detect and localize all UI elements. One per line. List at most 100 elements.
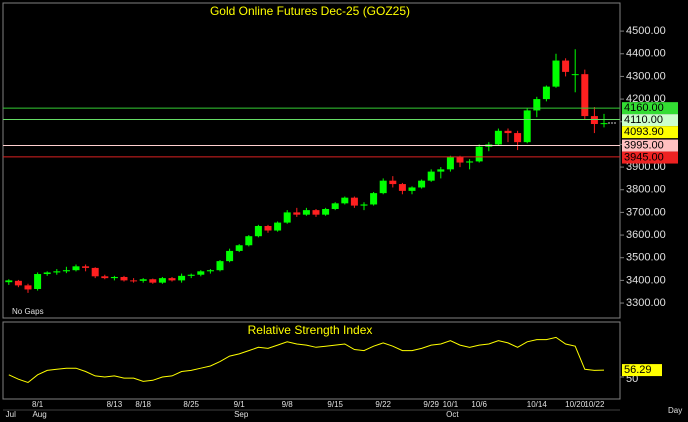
level-label: 4093.90 [624,126,664,138]
candle-body [264,225,272,231]
candle-body [533,99,541,111]
candle-body [158,278,166,283]
level-label-box [622,126,678,139]
candle-body [235,245,243,251]
candle-body [130,280,138,282]
x-month-label: Oct [446,410,459,419]
y-tick-label: 3400.00 [626,274,666,286]
candle-body [120,276,128,281]
chart-title: Gold Online Futures Dec-25 (GOZ25) [210,4,410,18]
candle-body [110,276,118,279]
level-label: 3945.00 [624,151,664,163]
level-label-box [622,102,678,115]
rsi-line [8,336,605,384]
candle-body [226,250,234,262]
candle-body [523,110,531,143]
candle-body [504,130,512,134]
y-tick-label: 3300.00 [626,297,666,309]
level-label-box [622,151,678,164]
candle-body [14,280,22,286]
x-tick-label: 9/15 [327,400,343,409]
candle-body [245,236,253,246]
candle-body [331,203,339,209]
candle-body [571,74,579,76]
candle-body [542,86,550,100]
candle-body [494,130,502,145]
x-tick-label: 8/1 [32,400,44,409]
candle-body [187,274,195,276]
y-tick-label: 3600.00 [626,229,666,241]
candle-body [24,285,32,290]
candle-body [600,123,608,125]
candle-body [379,180,387,194]
candle-body [178,275,186,281]
level-label-box [622,114,678,127]
candle-body [53,271,61,273]
candle-body [360,204,368,206]
x-month-label: Jul [6,410,16,419]
level-label: 4110.00 [624,114,663,126]
candle-body [197,271,205,275]
candle-body [456,156,464,163]
candle-body [206,270,214,272]
level-label: 3995.00 [624,139,664,151]
gaps-note: No Gaps [12,307,44,316]
y-tick-label: 3900.00 [626,161,666,173]
candle-body [389,180,397,185]
y-tick-label: 3500.00 [626,252,666,264]
x-month-label: Sep [234,410,249,419]
candle-body [293,212,301,215]
candle-body [350,197,358,206]
candle-body [590,116,598,125]
x-tick-label: 8/18 [135,400,151,409]
price-panel [2,2,621,319]
candle-body [312,210,320,215]
level-label: 4160.00 [624,102,664,114]
candle-body [302,210,310,215]
candle-body [322,208,330,215]
candle-body [62,270,70,272]
candle-body [82,266,90,268]
value-label-box [622,364,662,377]
rsi-panel [2,321,621,400]
candle-body [370,193,378,205]
candle-body [43,272,51,275]
y-tick-label: 4400.00 [626,48,666,60]
candle-body [91,267,99,277]
level-label-box [622,139,678,152]
candle-body [341,197,349,204]
candle-body [437,169,445,172]
candle-body [408,187,416,191]
candle-body [101,276,109,279]
y-tick-label: 3700.00 [626,206,666,218]
candle-body [5,280,13,283]
y-tick-label: 3800.00 [626,184,666,196]
x-tick-label: 9/1 [234,400,246,409]
candle-body [216,261,224,271]
x-tick-label: 9/29 [423,400,439,409]
candle-body [283,212,291,223]
y-tick-label: 4300.00 [626,70,666,82]
candle-body [274,222,282,231]
candle-body [562,60,570,72]
x-tick-label: 10/20 [565,400,586,409]
value-label: 56.29 [624,364,652,376]
candle-body [72,266,80,271]
x-tick-label: 10/22 [584,400,605,409]
rsi-title: Relative Strength Index [248,323,373,337]
candle-body [514,133,522,143]
candle-body [254,225,262,237]
candle-body [427,171,435,181]
x-tick-label: 9/8 [282,400,294,409]
candle-body [168,278,176,281]
x-tick-label: 9/22 [375,400,391,409]
candle-body [139,279,147,281]
x-tick-label: 10/6 [471,400,487,409]
candle-body [34,274,42,289]
y-tick-label: 4500.00 [626,25,666,37]
x-tick-label: 8/25 [183,400,199,409]
candle-body [149,279,157,283]
candle-body [552,60,560,87]
